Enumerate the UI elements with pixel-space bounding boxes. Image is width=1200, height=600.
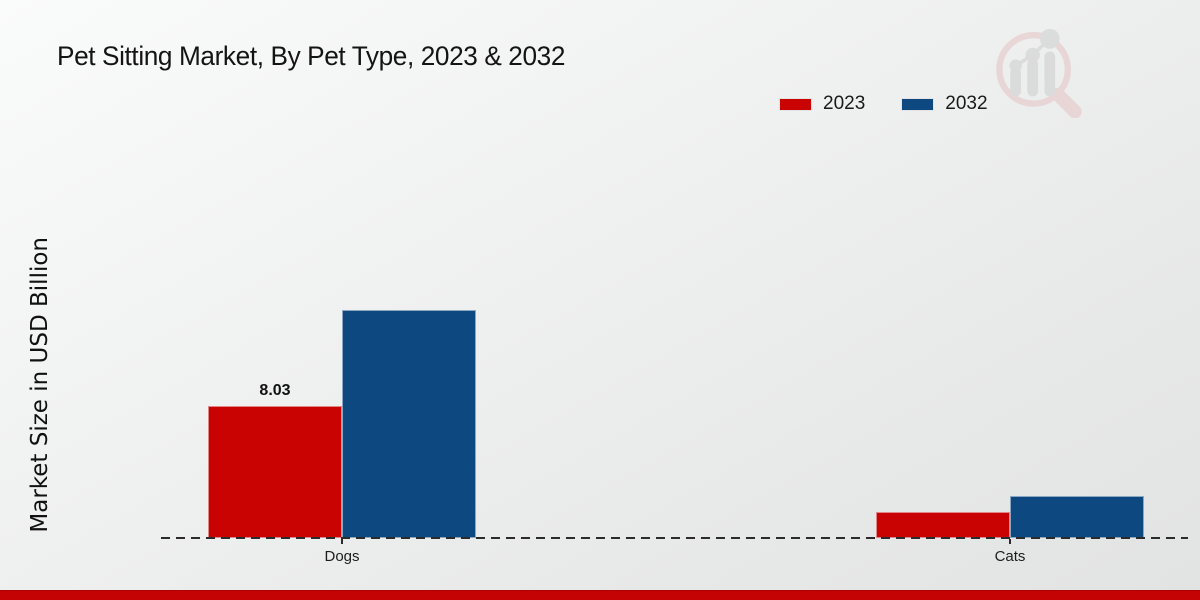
legend-label-2023: 2023	[823, 93, 866, 114]
bar-2032-cats	[1010, 496, 1144, 538]
legend: 2023 2032	[779, 93, 988, 115]
chart-title: Pet Sitting Market, By Pet Type, 2023 & …	[57, 41, 566, 71]
category-label-dogs: Dogs	[324, 548, 360, 565]
legend-item-2023: 2023	[779, 93, 865, 115]
bar-2023-dogs	[208, 406, 342, 538]
x-axis-tick-dogs	[341, 539, 343, 544]
x-axis-tick-cats	[1009, 539, 1011, 544]
bar-2032-dogs	[342, 310, 476, 538]
magnifier-growth-chart-logo-icon	[996, 28, 1082, 118]
legend-item-2032: 2032	[901, 93, 988, 115]
legend-swatch-2032	[901, 97, 935, 111]
bar-2023-cats	[876, 512, 1010, 538]
legend-label-2032: 2032	[945, 93, 988, 114]
footer-red-strip	[0, 590, 1200, 600]
x-axis-dashed-baseline	[161, 537, 1188, 539]
category-label-cats: Cats	[994, 548, 1026, 565]
legend-swatch-2023	[779, 97, 812, 111]
bar-value-label: 8.03	[259, 382, 291, 399]
